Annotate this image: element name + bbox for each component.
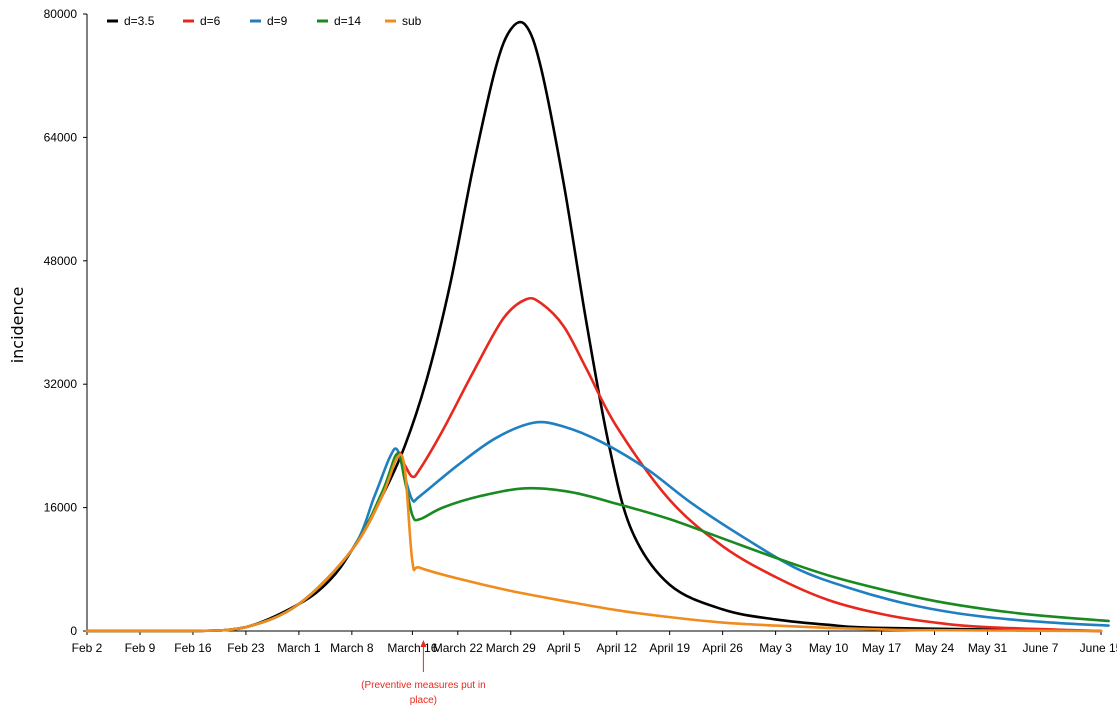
y-tick-label: 64000 (44, 130, 78, 144)
x-tick-label: May 17 (862, 641, 902, 655)
annotation-arrow-head (420, 640, 427, 647)
x-tick-label: June 7 (1022, 641, 1058, 655)
y-tick-label: 32000 (44, 377, 78, 391)
annotation-text: place) (410, 695, 437, 706)
x-tick-label: May 31 (968, 641, 1008, 655)
legend-item: d=3.5 (107, 14, 155, 28)
x-tick-label: March 1 (277, 641, 321, 655)
y-axis-label: incidence (8, 287, 27, 364)
legend-label: d=14 (334, 14, 361, 28)
x-tick-label: May 3 (759, 641, 792, 655)
y-tick-label: 80000 (44, 7, 78, 21)
x-tick-label: Feb 9 (125, 641, 156, 655)
y-tick-label: 16000 (44, 501, 78, 515)
legend: d=3.5 d=6 d=9 d=14 sub (107, 14, 422, 28)
x-tick-label: April 5 (547, 641, 581, 655)
series-line-d-3-5 (85, 20, 1103, 633)
series-line-d-6 (85, 296, 1103, 633)
x-axis-ticks: Feb 2 Feb 9 Feb 16 Feb 23 March 1 March 8 Marc… (72, 631, 1117, 655)
series-line-d-14 (85, 452, 1110, 633)
x-tick-label: March 16 (387, 641, 437, 655)
x-tick-label: May 24 (915, 641, 955, 655)
series-layer (85, 20, 1110, 633)
x-tick-label: April 12 (596, 641, 637, 655)
y-axis-ticks: 0 16000 32000 48000 64000 80000 (44, 7, 87, 638)
legend-label: sub (402, 14, 422, 28)
x-tick-label: June 15 (1080, 641, 1117, 655)
series-line-d-9 (85, 420, 1110, 633)
y-tick-label: 48000 (44, 254, 78, 268)
y-tick-label: 0 (70, 624, 77, 638)
legend-label: d=6 (200, 14, 221, 28)
x-tick-label: March 8 (330, 641, 374, 655)
x-tick-label: April 19 (649, 641, 690, 655)
x-tick-label: March 22 (433, 641, 483, 655)
annotation-text: (Preventive measures put in (361, 680, 486, 691)
y-axis-label-group: incidence (8, 287, 27, 364)
annotation-group: (Preventive measures put in place) (361, 640, 486, 706)
x-tick-label: April 26 (702, 641, 743, 655)
axes (86, 14, 1101, 632)
x-tick-label: Feb 23 (227, 641, 265, 655)
legend-label: d=3.5 (124, 14, 155, 28)
x-tick-label: Feb 2 (72, 641, 103, 655)
legend-item: d=6 (183, 14, 221, 28)
series-line-sub (85, 453, 1103, 633)
x-tick-label: Feb 16 (174, 641, 212, 655)
x-tick-label: May 10 (809, 641, 849, 655)
legend-item: d=14 (317, 14, 361, 28)
legend-label: d=9 (267, 14, 288, 28)
x-tick-label: March 29 (486, 641, 536, 655)
legend-item: sub (385, 14, 422, 28)
legend-item: d=9 (250, 14, 288, 28)
